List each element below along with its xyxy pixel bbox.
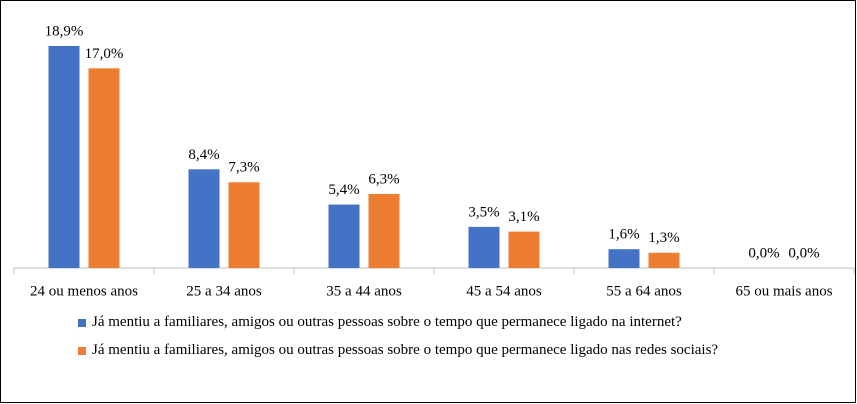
bar bbox=[48, 46, 80, 268]
legend-swatch bbox=[78, 319, 86, 327]
bar bbox=[88, 68, 120, 268]
bar bbox=[228, 182, 260, 268]
bar bbox=[188, 169, 220, 268]
value-label: 3,1% bbox=[508, 209, 539, 225]
value-label: 18,9% bbox=[45, 23, 84, 39]
value-label: 7,3% bbox=[228, 160, 259, 176]
legend-item: Já mentiu a familiares, amigos ou outras… bbox=[78, 343, 838, 358]
value-label: 5,4% bbox=[328, 182, 359, 198]
bar bbox=[468, 226, 500, 268]
bar bbox=[328, 204, 360, 268]
value-label: 0,0% bbox=[788, 245, 819, 261]
bar bbox=[648, 252, 680, 268]
legend-label: Já mentiu a familiares, amigos ou outras… bbox=[92, 314, 682, 330]
value-label: 8,4% bbox=[188, 147, 219, 163]
x-tick-label: 25 a 34 anos bbox=[186, 283, 262, 299]
value-label: 3,5% bbox=[468, 204, 499, 220]
legend-item: Já mentiu a familiares, amigos ou outras… bbox=[78, 315, 838, 330]
legend: Já mentiu a familiares, amigos ou outras… bbox=[78, 315, 838, 371]
bar bbox=[608, 249, 640, 268]
legend-swatch bbox=[78, 347, 86, 355]
value-label: 1,6% bbox=[608, 227, 639, 243]
bar bbox=[508, 231, 540, 268]
bar bbox=[368, 194, 400, 268]
value-label: 0,0% bbox=[748, 245, 779, 261]
value-label: 6,3% bbox=[368, 171, 399, 187]
x-tick-label: 55 a 64 anos bbox=[606, 283, 682, 299]
value-label: 1,3% bbox=[648, 230, 679, 246]
x-tick-label: 65 ou mais anos bbox=[735, 283, 832, 299]
x-tick-label: 45 a 54 anos bbox=[466, 283, 542, 299]
legend-label: Já mentiu a familiares, amigos ou outras… bbox=[92, 342, 719, 358]
x-tick-label: 24 ou menos anos bbox=[30, 283, 138, 299]
x-tick-label: 35 a 44 anos bbox=[326, 283, 402, 299]
value-label: 17,0% bbox=[85, 46, 124, 62]
